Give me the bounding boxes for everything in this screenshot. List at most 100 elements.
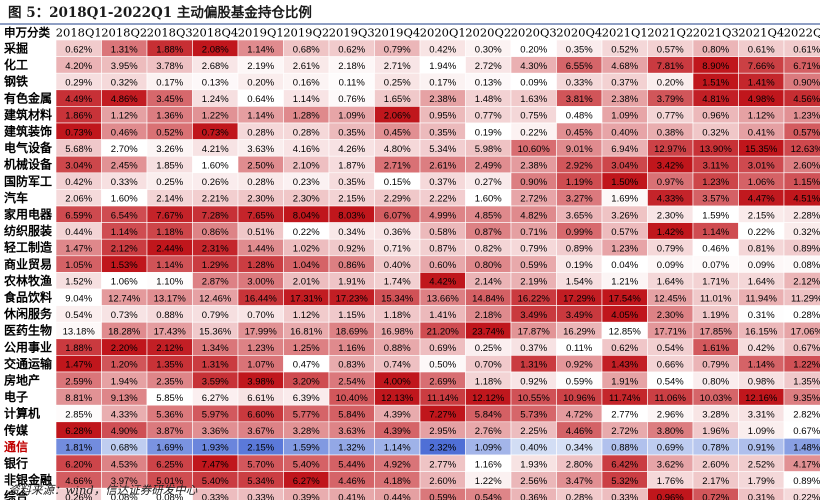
cell-value: 2.61% [429, 160, 456, 171]
cell-value: 4.39% [384, 426, 411, 437]
cell-value: 2.32% [429, 443, 456, 454]
cell-value: 2.68% [202, 61, 229, 72]
cell-value: 0.60% [429, 260, 456, 271]
cell-value: 1.14% [247, 111, 274, 122]
cell-value: 0.89% [566, 243, 593, 254]
cell-value: 2.30% [657, 210, 684, 221]
cell-value: 10.40% [336, 393, 369, 404]
row-label: 计算机 [4, 406, 40, 421]
cell-value: 4.00% [384, 376, 411, 387]
cell-value: 2.71% [384, 160, 411, 171]
chart-title: 图 5：2018Q1-2022Q1 主动偏股基金持仓比例 [8, 5, 312, 21]
cell-value: 0.61% [793, 44, 820, 55]
cell-value: 2.60% [702, 459, 729, 470]
cell-value: 2.69% [429, 376, 456, 387]
cell-value: 18.28% [108, 326, 141, 337]
cell-value: 1.12% [748, 111, 775, 122]
cell-value: 1.61% [702, 343, 729, 354]
cell-value: 0.80% [702, 376, 729, 387]
cell-value: 0.28% [566, 492, 593, 500]
cell-value: 0.33% [611, 492, 638, 500]
cell-value: 1.19% [566, 177, 593, 188]
cell-value: 11.94% [745, 293, 777, 304]
cell-value: 0.40% [611, 127, 638, 138]
cell-value: 0.41% [338, 492, 365, 500]
cell-value: 0.40% [384, 260, 411, 271]
cell-value: 6.42% [611, 459, 638, 470]
cell-value: 0.51% [247, 227, 274, 238]
cell-value: 0.28% [247, 127, 274, 138]
cell-value: 1.41% [429, 310, 456, 321]
cell-value: 0.22% [793, 492, 820, 500]
cell-value: 2.18% [338, 61, 365, 72]
cell-value: 2.19% [520, 277, 547, 288]
cell-value: 0.32% [111, 77, 138, 88]
cell-value: 1.09% [611, 111, 638, 122]
cell-value: 0.40% [520, 443, 547, 454]
cell-value: 1.79% [748, 476, 775, 487]
cell-value: 1.88% [65, 343, 92, 354]
row-label: 有色金属 [4, 90, 52, 105]
cell-value: 0.71% [384, 243, 411, 254]
cell-value: 5.01% [156, 476, 183, 487]
cell-value: 1.21% [611, 277, 638, 288]
cell-value: 0.95% [429, 111, 456, 122]
cell-value: 1.63% [520, 94, 547, 105]
cell-value: 1.09% [475, 443, 502, 454]
cell-value: 6.55% [566, 61, 593, 72]
cell-value: 2.82% [793, 409, 820, 420]
cell-value: 5.32% [611, 476, 638, 487]
cell-value: 1.09% [748, 426, 775, 437]
column-header: 2018Q2 [101, 26, 147, 40]
cell-value: 0.70% [247, 310, 274, 321]
cell-value: 0.32% [793, 227, 820, 238]
cell-value: 3.98% [247, 376, 274, 387]
cell-value: 1.59% [293, 443, 320, 454]
cell-value: 7.28% [202, 210, 229, 221]
cell-value: 11.06% [654, 393, 686, 404]
cell-value: 0.42% [429, 44, 456, 55]
cell-value: 10.03% [700, 393, 733, 404]
row-label: 银行 [4, 455, 28, 470]
cell-value: 4.33% [657, 194, 684, 205]
cell-value: 1.14% [748, 360, 775, 371]
cell-value: 0.11% [566, 343, 593, 354]
cell-value: 0.71% [520, 227, 547, 238]
cell-value: 2.50% [247, 160, 274, 171]
cell-value: 0.54% [657, 376, 684, 387]
row-label: 医药生物 [4, 323, 52, 338]
cell-value: 0.07% [702, 260, 729, 271]
cell-value: 2.14% [156, 194, 183, 205]
cell-value: 0.82% [475, 243, 502, 254]
column-header: 2020Q3 [511, 26, 557, 40]
cell-value: 6.54% [111, 210, 138, 221]
cell-value: 1.23% [611, 243, 638, 254]
cell-value: 0.97% [657, 177, 684, 188]
cell-value: 0.62% [611, 343, 638, 354]
cell-value: 3.49% [520, 310, 547, 321]
cell-value: 1.31% [111, 44, 138, 55]
cell-value: 1.76% [657, 476, 684, 487]
cell-value: 2.72% [611, 426, 638, 437]
cell-value: 3.11% [703, 160, 730, 171]
cell-value: 1.28% [247, 260, 274, 271]
cell-value: 3.27% [566, 194, 593, 205]
cell-value: 0.86% [338, 260, 365, 271]
cell-value: 1.12% [111, 111, 138, 122]
cell-value: 13.18% [63, 326, 96, 337]
cell-value: 1.60% [111, 194, 138, 205]
cell-value: 0.34% [338, 227, 365, 238]
cell-value: 1.50% [611, 177, 638, 188]
cell-value: 12.97% [654, 144, 687, 155]
cell-value: 12.45% [654, 293, 687, 304]
cell-value: 1.51% [702, 77, 729, 88]
cell-value: 6.20% [65, 459, 92, 470]
cell-value: 1.14% [702, 227, 729, 238]
cell-value: 2.28% [793, 210, 820, 221]
cell-value: 13.66% [427, 293, 460, 304]
cell-value: 0.54% [65, 310, 92, 321]
row-label: 通信 [4, 439, 28, 454]
cell-value: 4.98% [748, 94, 775, 105]
cell-value: 0.47% [293, 360, 320, 371]
